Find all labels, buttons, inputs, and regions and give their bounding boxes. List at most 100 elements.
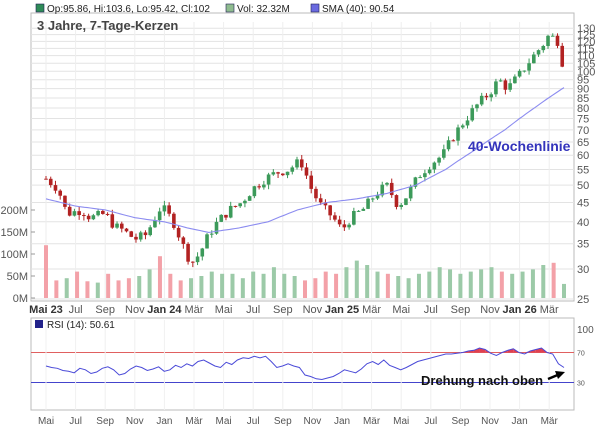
volume-bar bbox=[520, 271, 525, 298]
candle-body bbox=[465, 120, 470, 126]
candle-body bbox=[200, 248, 205, 257]
price-tick-label: 95 bbox=[577, 75, 589, 87]
candle-body bbox=[446, 140, 451, 150]
candle-body bbox=[484, 95, 489, 98]
candle-body bbox=[352, 210, 356, 225]
candle-body bbox=[404, 198, 408, 205]
rsi-time-label: Mai bbox=[216, 416, 232, 427]
volume-bar bbox=[199, 276, 204, 298]
candle-body bbox=[219, 214, 224, 222]
rsi-tick-label: 70 bbox=[577, 351, 585, 358]
price-tick-label: 130 bbox=[577, 23, 595, 35]
candle-body bbox=[413, 177, 418, 187]
price-axis: 2530354045505560657075808590951001051101… bbox=[577, 23, 595, 306]
rsi-time-label: Mär bbox=[363, 416, 381, 427]
time-tick-label: Jan 26 bbox=[502, 304, 536, 316]
candle-body bbox=[347, 224, 351, 228]
time-tick-label: Nov bbox=[125, 304, 145, 316]
rsi-time-label: Jul bbox=[69, 416, 82, 427]
candle-body bbox=[243, 200, 247, 204]
rsi-time-label: Sep bbox=[452, 416, 470, 427]
candle-body bbox=[247, 196, 252, 201]
candle-body bbox=[385, 182, 389, 185]
volume-bar bbox=[344, 267, 349, 298]
candle-body bbox=[271, 172, 276, 175]
chart-title: 3 Jahre, 7-Tage-Kerzen bbox=[37, 18, 178, 33]
candle-body bbox=[427, 169, 432, 174]
candle-body bbox=[214, 221, 219, 234]
candle-body bbox=[101, 210, 105, 214]
volume-bar bbox=[562, 283, 566, 298]
candle-body bbox=[399, 204, 403, 207]
rsi-time-label: Mär bbox=[185, 416, 203, 427]
volume-bar bbox=[147, 269, 152, 298]
rsi-time-label: Jul bbox=[424, 416, 437, 427]
candle-body bbox=[58, 190, 63, 196]
candle-body bbox=[91, 215, 96, 220]
candle-body bbox=[119, 223, 124, 229]
candle-body bbox=[105, 213, 110, 215]
candle-body bbox=[366, 198, 370, 209]
volume-bar bbox=[365, 265, 370, 298]
volume-bar bbox=[551, 262, 556, 298]
rsi-tick-label: 30 bbox=[577, 381, 585, 388]
time-tick-label: Jul bbox=[246, 304, 260, 316]
volume-bar bbox=[541, 265, 546, 298]
candle-body bbox=[186, 243, 190, 262]
rsi-time-label: Jan bbox=[156, 416, 172, 427]
rsi-annotation: Drehung nach oben bbox=[421, 373, 543, 388]
volume-bar bbox=[85, 281, 90, 298]
price-tick-label: 105 bbox=[577, 58, 595, 70]
candle-body bbox=[408, 186, 413, 199]
volume-bar bbox=[479, 269, 484, 298]
candle-body bbox=[494, 81, 498, 95]
candle-body bbox=[394, 195, 399, 207]
candle-body bbox=[337, 219, 342, 225]
candle-body bbox=[309, 175, 314, 189]
candle-body bbox=[252, 186, 257, 197]
candle-body bbox=[389, 182, 394, 196]
rsi-time-label: Nov bbox=[304, 416, 322, 427]
candle-body bbox=[48, 178, 53, 186]
price-tick-label: 85 bbox=[577, 93, 589, 105]
rsi-grid bbox=[31, 320, 574, 410]
time-tick-label: Sep bbox=[451, 304, 471, 316]
candle-body bbox=[314, 188, 318, 199]
time-tick-label: Nov bbox=[480, 304, 500, 316]
candle-body bbox=[238, 203, 242, 207]
volume-legend: Vol: 32.32M bbox=[237, 4, 290, 15]
candle-body bbox=[72, 211, 77, 216]
rsi-time-label: Sep bbox=[96, 416, 114, 427]
candle-body bbox=[86, 215, 91, 220]
candle-body bbox=[115, 223, 119, 228]
price-tick-label: 125 bbox=[577, 30, 595, 42]
volume-bar bbox=[406, 278, 411, 298]
rsi-time-label: Nov bbox=[126, 416, 144, 427]
price-tick-label: 60 bbox=[577, 150, 589, 162]
volume-bar bbox=[126, 278, 131, 298]
candle-body bbox=[82, 215, 86, 217]
candle-body bbox=[375, 195, 380, 199]
volume-bar bbox=[157, 256, 162, 298]
volume-axis: 0M 50M 100M 150M 200M bbox=[0, 205, 35, 305]
time-tick-label: Jan 25 bbox=[325, 304, 359, 316]
candle-body bbox=[295, 159, 299, 168]
candle-body bbox=[318, 198, 323, 203]
candle-body bbox=[333, 215, 337, 220]
volume-bar bbox=[489, 267, 494, 298]
candle-body bbox=[527, 63, 531, 71]
candle-body bbox=[442, 149, 446, 158]
candle-body bbox=[148, 227, 152, 236]
volume-bar bbox=[240, 278, 245, 298]
candle-body bbox=[342, 224, 347, 228]
volume-bar bbox=[220, 273, 225, 298]
candle-body bbox=[228, 205, 233, 218]
rsi-swatch bbox=[35, 320, 43, 328]
volume-bar bbox=[209, 271, 214, 298]
candle-body bbox=[276, 172, 280, 174]
candle-body bbox=[67, 206, 72, 216]
time-tick-label: Mai bbox=[215, 304, 233, 316]
candle-body bbox=[470, 108, 475, 121]
volume-bar bbox=[323, 271, 328, 298]
